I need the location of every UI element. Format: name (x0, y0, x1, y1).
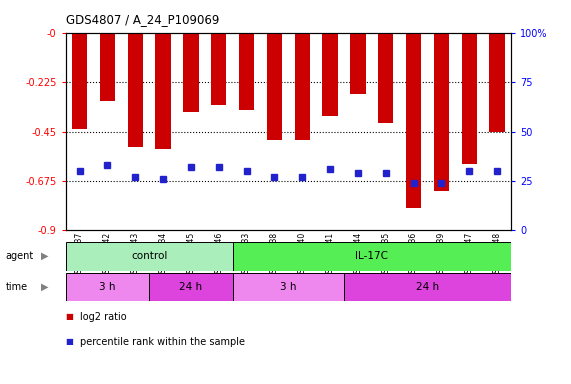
Bar (72, 33, 87, 129)
Bar (406, 33, 421, 209)
Bar (295, 33, 310, 140)
Bar (344, 273, 511, 301)
Bar (378, 33, 393, 123)
Text: agent: agent (6, 251, 34, 261)
Bar (461, 33, 477, 164)
Bar (434, 33, 449, 191)
Bar (233, 242, 511, 271)
Text: 3 h: 3 h (99, 282, 116, 292)
Text: 24 h: 24 h (416, 282, 439, 292)
Text: ■: ■ (66, 312, 74, 321)
Bar (127, 33, 143, 147)
Bar (155, 33, 171, 149)
Bar (233, 273, 344, 301)
Bar (183, 33, 199, 112)
Text: time: time (6, 282, 28, 292)
Text: 3 h: 3 h (280, 282, 296, 292)
Text: ■: ■ (66, 337, 74, 346)
Bar (211, 33, 227, 105)
Bar (323, 33, 338, 116)
Bar (350, 33, 365, 94)
Bar (100, 33, 115, 101)
Text: log2 ratio: log2 ratio (80, 312, 127, 322)
Text: 24 h: 24 h (179, 282, 203, 292)
Bar (489, 33, 505, 131)
Bar (239, 33, 254, 109)
Text: control: control (131, 251, 167, 262)
Text: ▶: ▶ (41, 251, 49, 261)
Bar (267, 33, 282, 140)
Bar (66, 273, 149, 301)
Bar (66, 242, 233, 271)
Text: GDS4807 / A_24_P109069: GDS4807 / A_24_P109069 (66, 13, 219, 26)
Text: IL-17C: IL-17C (355, 251, 388, 262)
Text: ▶: ▶ (41, 282, 49, 292)
Bar (149, 273, 233, 301)
Text: percentile rank within the sample: percentile rank within the sample (80, 337, 245, 347)
